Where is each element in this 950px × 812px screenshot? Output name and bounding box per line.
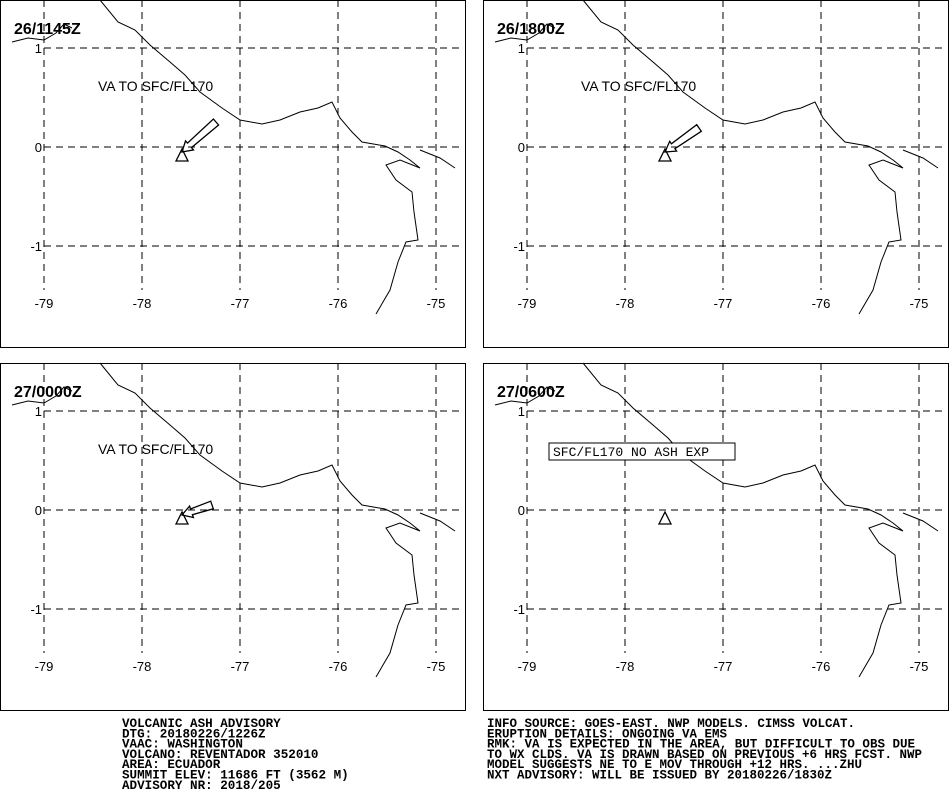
lat-label: -1 bbox=[513, 239, 525, 254]
coastline bbox=[11, 386, 73, 406]
map-panel: -79 -78 -77 -76 -75 1 0 -1 27/0600Z SFC/FL170 NO … bbox=[483, 362, 949, 711]
lat-label: 0 bbox=[35, 140, 42, 155]
lon-label: -79 bbox=[518, 296, 537, 311]
lon-label: -79 bbox=[35, 659, 54, 674]
lon-label: -79 bbox=[518, 659, 537, 674]
ash-arrow bbox=[181, 118, 220, 153]
coastline bbox=[99, 362, 421, 678]
lat-label: 0 bbox=[518, 503, 525, 518]
lon-label: -77 bbox=[714, 659, 733, 674]
ash-annotation: VA TO SFC/FL170 bbox=[98, 78, 213, 94]
advisory-line: INFO SOURCE: GOES-EAST. NWP MODELS. CIMS… bbox=[487, 717, 855, 731]
map-panel: -79 -78 -77 -76 -75 1 0 -1 26/1800Z VA TO SFC/FL1… bbox=[483, 0, 949, 348]
ash-annotation: VA TO SFC/FL170 bbox=[98, 441, 213, 457]
lon-label: -78 bbox=[133, 296, 152, 311]
lat-label: 1 bbox=[35, 41, 42, 56]
coastline bbox=[494, 386, 556, 406]
coastline bbox=[582, 362, 904, 678]
ash-arrow bbox=[663, 123, 703, 153]
lat-label: -1 bbox=[513, 602, 525, 617]
lat-label: 1 bbox=[518, 41, 525, 56]
ash-annotation: SFC/FL170 NO ASH EXP bbox=[553, 445, 709, 460]
advisory-line: VAAC: WASHINGTON bbox=[122, 738, 243, 752]
coastline bbox=[582, 0, 904, 315]
lat-label: 1 bbox=[518, 404, 525, 419]
panel-frame bbox=[0, 363, 466, 711]
map-panel: -79 -78 -77 -76 -75 1 0 -1 27/0000Z VA TO SFC/FL1… bbox=[0, 362, 466, 711]
valid-time: 27/0000Z bbox=[14, 384, 82, 401]
volcano-marker bbox=[657, 510, 673, 525]
coastline bbox=[902, 512, 939, 532]
lon-label: -77 bbox=[714, 296, 733, 311]
coastline bbox=[419, 149, 456, 169]
lon-label: -77 bbox=[231, 296, 250, 311]
lat-label: 1 bbox=[35, 404, 42, 419]
ash-arrow bbox=[180, 500, 215, 519]
lon-label: -77 bbox=[231, 659, 250, 674]
annotation-box bbox=[548, 442, 736, 461]
advisory-line: VOLCANIC ASH ADVISORY bbox=[122, 717, 281, 731]
panel-frame bbox=[483, 363, 949, 711]
lon-label: -75 bbox=[427, 296, 446, 311]
coastline bbox=[902, 149, 939, 169]
advisory-line: ADVISORY NR: 2018/205 bbox=[122, 779, 281, 793]
coastline bbox=[419, 512, 456, 532]
coastline bbox=[11, 23, 73, 43]
advisory-line: DTG: 20180226/1226Z bbox=[122, 727, 266, 741]
ash-annotation: VA TO SFC/FL170 bbox=[581, 78, 696, 94]
lat-label: 0 bbox=[518, 140, 525, 155]
coastline bbox=[494, 23, 556, 43]
advisory-line: NXT ADVISORY: WILL BE ISSUED BY 20180226… bbox=[487, 769, 832, 783]
lon-label: -76 bbox=[812, 296, 831, 311]
volcano-marker bbox=[657, 147, 673, 162]
lon-label: -78 bbox=[616, 659, 635, 674]
lon-label: -78 bbox=[133, 659, 152, 674]
valid-time: 27/0600Z bbox=[497, 384, 565, 401]
volcano-marker bbox=[174, 510, 190, 525]
advisory-line: MODEL SUGGESTS NE TO E MOV THROUGH +12 H… bbox=[487, 758, 862, 772]
panel-frame bbox=[0, 0, 466, 348]
advisory-line: RMK: VA IS EXPECTED IN THE AREA, BUT DIF… bbox=[487, 738, 915, 752]
advisory-line: AREA: ECUADOR bbox=[122, 758, 221, 772]
lon-label: -75 bbox=[910, 659, 929, 674]
advisory-line: SUMMIT ELEV: 11686 FT (3562 M) bbox=[122, 769, 349, 783]
lon-label: -75 bbox=[427, 659, 446, 674]
lon-label: -76 bbox=[329, 296, 348, 311]
panel-frame bbox=[483, 0, 949, 348]
lon-label: -75 bbox=[910, 296, 929, 311]
lon-label: -76 bbox=[329, 659, 348, 674]
coastline bbox=[99, 0, 421, 315]
volcano-marker bbox=[174, 147, 190, 162]
valid-time: 26/1145Z bbox=[14, 21, 81, 38]
advisory-line: TO WX CLDS. VA IS DRAWN BASED ON PREVIOU… bbox=[487, 748, 922, 762]
lat-label: -1 bbox=[30, 602, 42, 617]
map-panel: -79 -78 -77 -76 -75 1 0 -1 26/1145Z VA TO SFC/FL1… bbox=[0, 0, 466, 348]
valid-time: 26/1800Z bbox=[497, 21, 565, 38]
lon-label: -78 bbox=[616, 296, 635, 311]
lon-label: -79 bbox=[35, 296, 54, 311]
advisory-line: VOLCANO: REVENTADOR 352010 bbox=[122, 748, 319, 762]
lat-label: 0 bbox=[35, 503, 42, 518]
lat-label: -1 bbox=[30, 239, 42, 254]
lon-label: -76 bbox=[812, 659, 831, 674]
advisory-line: ERUPTION DETAILS: ONGOING VA EMS bbox=[487, 727, 727, 741]
